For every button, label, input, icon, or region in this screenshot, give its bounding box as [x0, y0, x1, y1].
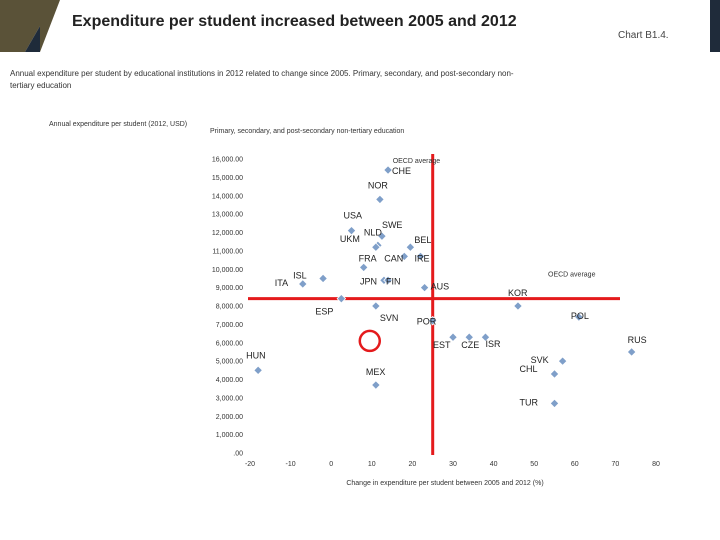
data-label: POL	[571, 311, 589, 321]
data-label: ITA	[275, 278, 288, 288]
highlight-circle	[358, 329, 382, 353]
x-tick-label: 80	[652, 461, 660, 468]
x-tick-label: 0	[329, 461, 333, 468]
data-label: POR	[417, 317, 437, 327]
data-label: JPN	[360, 276, 377, 286]
y-tick-label: 1,000.00	[216, 432, 243, 439]
x-tick-label: -10	[286, 461, 296, 468]
data-point	[480, 332, 491, 343]
data-point	[405, 242, 416, 253]
x-axis-title: Change in expenditure per student betwee…	[346, 480, 543, 487]
data-point	[346, 225, 357, 236]
data-label: CHE	[392, 166, 411, 176]
y-tick-label: 11,000.00	[212, 248, 243, 255]
x-tick-label: 20	[409, 461, 417, 468]
data-label: SWE	[382, 220, 403, 230]
y-tick-label: 6,000.00	[216, 340, 243, 347]
y-tick-label: 12,000.00	[212, 230, 243, 237]
data-label: CHL	[520, 364, 538, 374]
x-tick-label: 50	[530, 461, 538, 468]
oecd-average-vertical-label: OECD average	[393, 158, 441, 165]
data-label: BEL	[414, 235, 431, 245]
data-point	[297, 279, 308, 289]
page-title: Expenditure per student increased betwee…	[72, 13, 517, 30]
data-point	[419, 282, 430, 293]
data-point	[427, 315, 438, 326]
data-label: SVK	[531, 355, 549, 365]
data-point	[371, 380, 381, 390]
y-tick-label: .00	[233, 451, 243, 458]
x-tick-label: 10	[368, 461, 376, 468]
data-label: MEX	[366, 367, 386, 377]
data-label: NOR	[368, 180, 389, 190]
y-tick-label: 16,000.00	[212, 157, 243, 164]
header-title-panel	[40, 0, 710, 52]
y-tick-label: 5,000.00	[216, 359, 243, 366]
data-point	[549, 398, 560, 409]
data-label: SVN	[380, 313, 399, 323]
data-label: ESP	[315, 307, 333, 317]
y-tick-label: 14,000.00	[212, 193, 243, 200]
y-tick-label: 2,000.00	[216, 414, 243, 421]
x-tick-label: 40	[490, 461, 498, 468]
chart-reference: Chart B1.4.	[618, 30, 669, 41]
data-point	[574, 312, 584, 322]
x-tick-label: 60	[571, 461, 579, 468]
header-banner	[0, 0, 720, 52]
header-panel-edge	[40, 0, 60, 52]
chart-title: Primary, secondary, and post-secondary n…	[210, 128, 405, 135]
data-label: RUS	[628, 335, 647, 345]
data-point	[358, 262, 369, 273]
y-tick-label: 7,000.00	[216, 322, 243, 329]
data-label: HUN	[246, 350, 266, 360]
data-point	[415, 251, 426, 262]
data-point	[318, 273, 328, 284]
data-point	[464, 332, 475, 343]
data-point	[549, 369, 560, 379]
data-point	[371, 242, 381, 253]
data-label: IRE	[415, 253, 430, 263]
y-tick-label: 4,000.00	[216, 377, 243, 384]
data-point	[375, 194, 385, 205]
data-label: EST	[433, 340, 451, 350]
data-label: AUS	[431, 282, 450, 292]
data-label: NLD	[364, 227, 383, 237]
y-axis-title: Annual expenditure per student (2012, US…	[49, 121, 188, 128]
y-tick-label: 10,000.00	[212, 267, 243, 274]
data-label: CAN	[384, 253, 403, 263]
data-point	[377, 231, 387, 241]
data-label: ISL	[293, 270, 307, 280]
data-label: TUR	[520, 397, 539, 407]
chart-subtitle: Annual expenditure per student by educat…	[10, 69, 514, 90]
data-point	[399, 251, 410, 262]
y-tick-label: 13,000.00	[212, 212, 243, 219]
x-tick-label: -20	[245, 461, 255, 468]
data-label: CZE	[461, 340, 479, 350]
header-background	[0, 0, 720, 52]
y-tick-label: 3,000.00	[216, 395, 243, 402]
y-tick-label: 15,000.00	[212, 175, 243, 182]
data-point	[383, 165, 393, 175]
data-point	[513, 301, 523, 311]
data-point	[253, 365, 263, 376]
data-point	[336, 293, 347, 304]
x-tick-label: 30	[449, 461, 457, 468]
data-label: USA	[344, 211, 363, 221]
x-tick-label: 70	[612, 461, 620, 468]
data-label: FIN	[386, 276, 401, 286]
data-point	[383, 275, 393, 286]
data-point	[371, 301, 381, 311]
data-label: KOR	[508, 288, 528, 298]
oecd-average-horizontal-label: OECD average	[548, 272, 596, 279]
data-point	[557, 356, 568, 366]
data-point	[626, 347, 637, 357]
y-tick-label: 8,000.00	[216, 304, 243, 311]
data-label: FRA	[359, 253, 377, 263]
data-point	[448, 332, 458, 343]
data-label: UKM	[340, 234, 360, 244]
y-tick-label: 9,000.00	[216, 285, 243, 292]
data-label: ISR	[485, 339, 501, 349]
